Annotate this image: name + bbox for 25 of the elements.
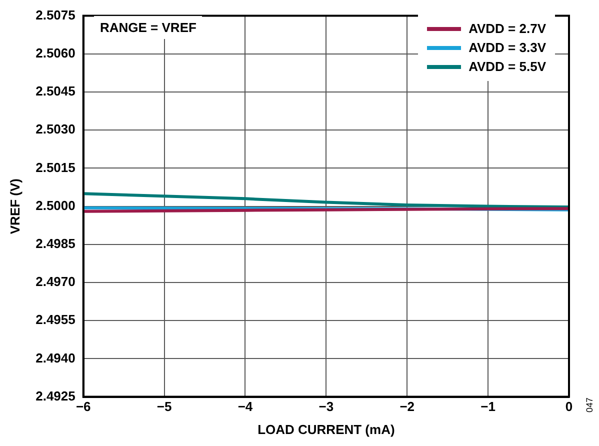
y-tick-label: 2.4985 bbox=[36, 236, 76, 251]
y-tick-label: 2.5045 bbox=[36, 84, 76, 99]
y-tick-label: 2.4970 bbox=[36, 274, 76, 290]
y-tick-label: 2.4955 bbox=[36, 312, 76, 328]
x-tick-label: −5 bbox=[156, 399, 172, 414]
x-tick-label: −3 bbox=[318, 399, 334, 414]
y-tick-label: 2.5075 bbox=[36, 7, 76, 22]
legend-label: AVDD = 3.3V bbox=[468, 40, 546, 55]
legend-label: AVDD = 5.5V bbox=[468, 59, 546, 74]
x-tick-label: −2 bbox=[400, 399, 415, 414]
y-tick-label: 2.5000 bbox=[36, 198, 76, 213]
legend-label: AVDD = 2.7V bbox=[468, 21, 546, 36]
annotation: RANGE = VREF bbox=[94, 16, 202, 39]
x-tick-label: −1 bbox=[480, 399, 496, 414]
x-axis-title: LOAD CURRENT (mA) bbox=[258, 422, 395, 437]
x-tick-label: 0 bbox=[565, 399, 573, 414]
y-tick-label: 2.4940 bbox=[36, 350, 76, 366]
y-tick-label: 2.5030 bbox=[36, 122, 76, 137]
x-tick-label: −6 bbox=[76, 399, 91, 414]
y-tick-label: 2.5060 bbox=[36, 45, 76, 60]
text: 047 bbox=[584, 397, 594, 413]
y-tick-label: 2.4925 bbox=[36, 388, 76, 404]
x-tick-label: −4 bbox=[238, 399, 254, 414]
y-axis-title: VREF (V) bbox=[7, 178, 22, 234]
y-tick-label: 2.5015 bbox=[36, 160, 76, 175]
